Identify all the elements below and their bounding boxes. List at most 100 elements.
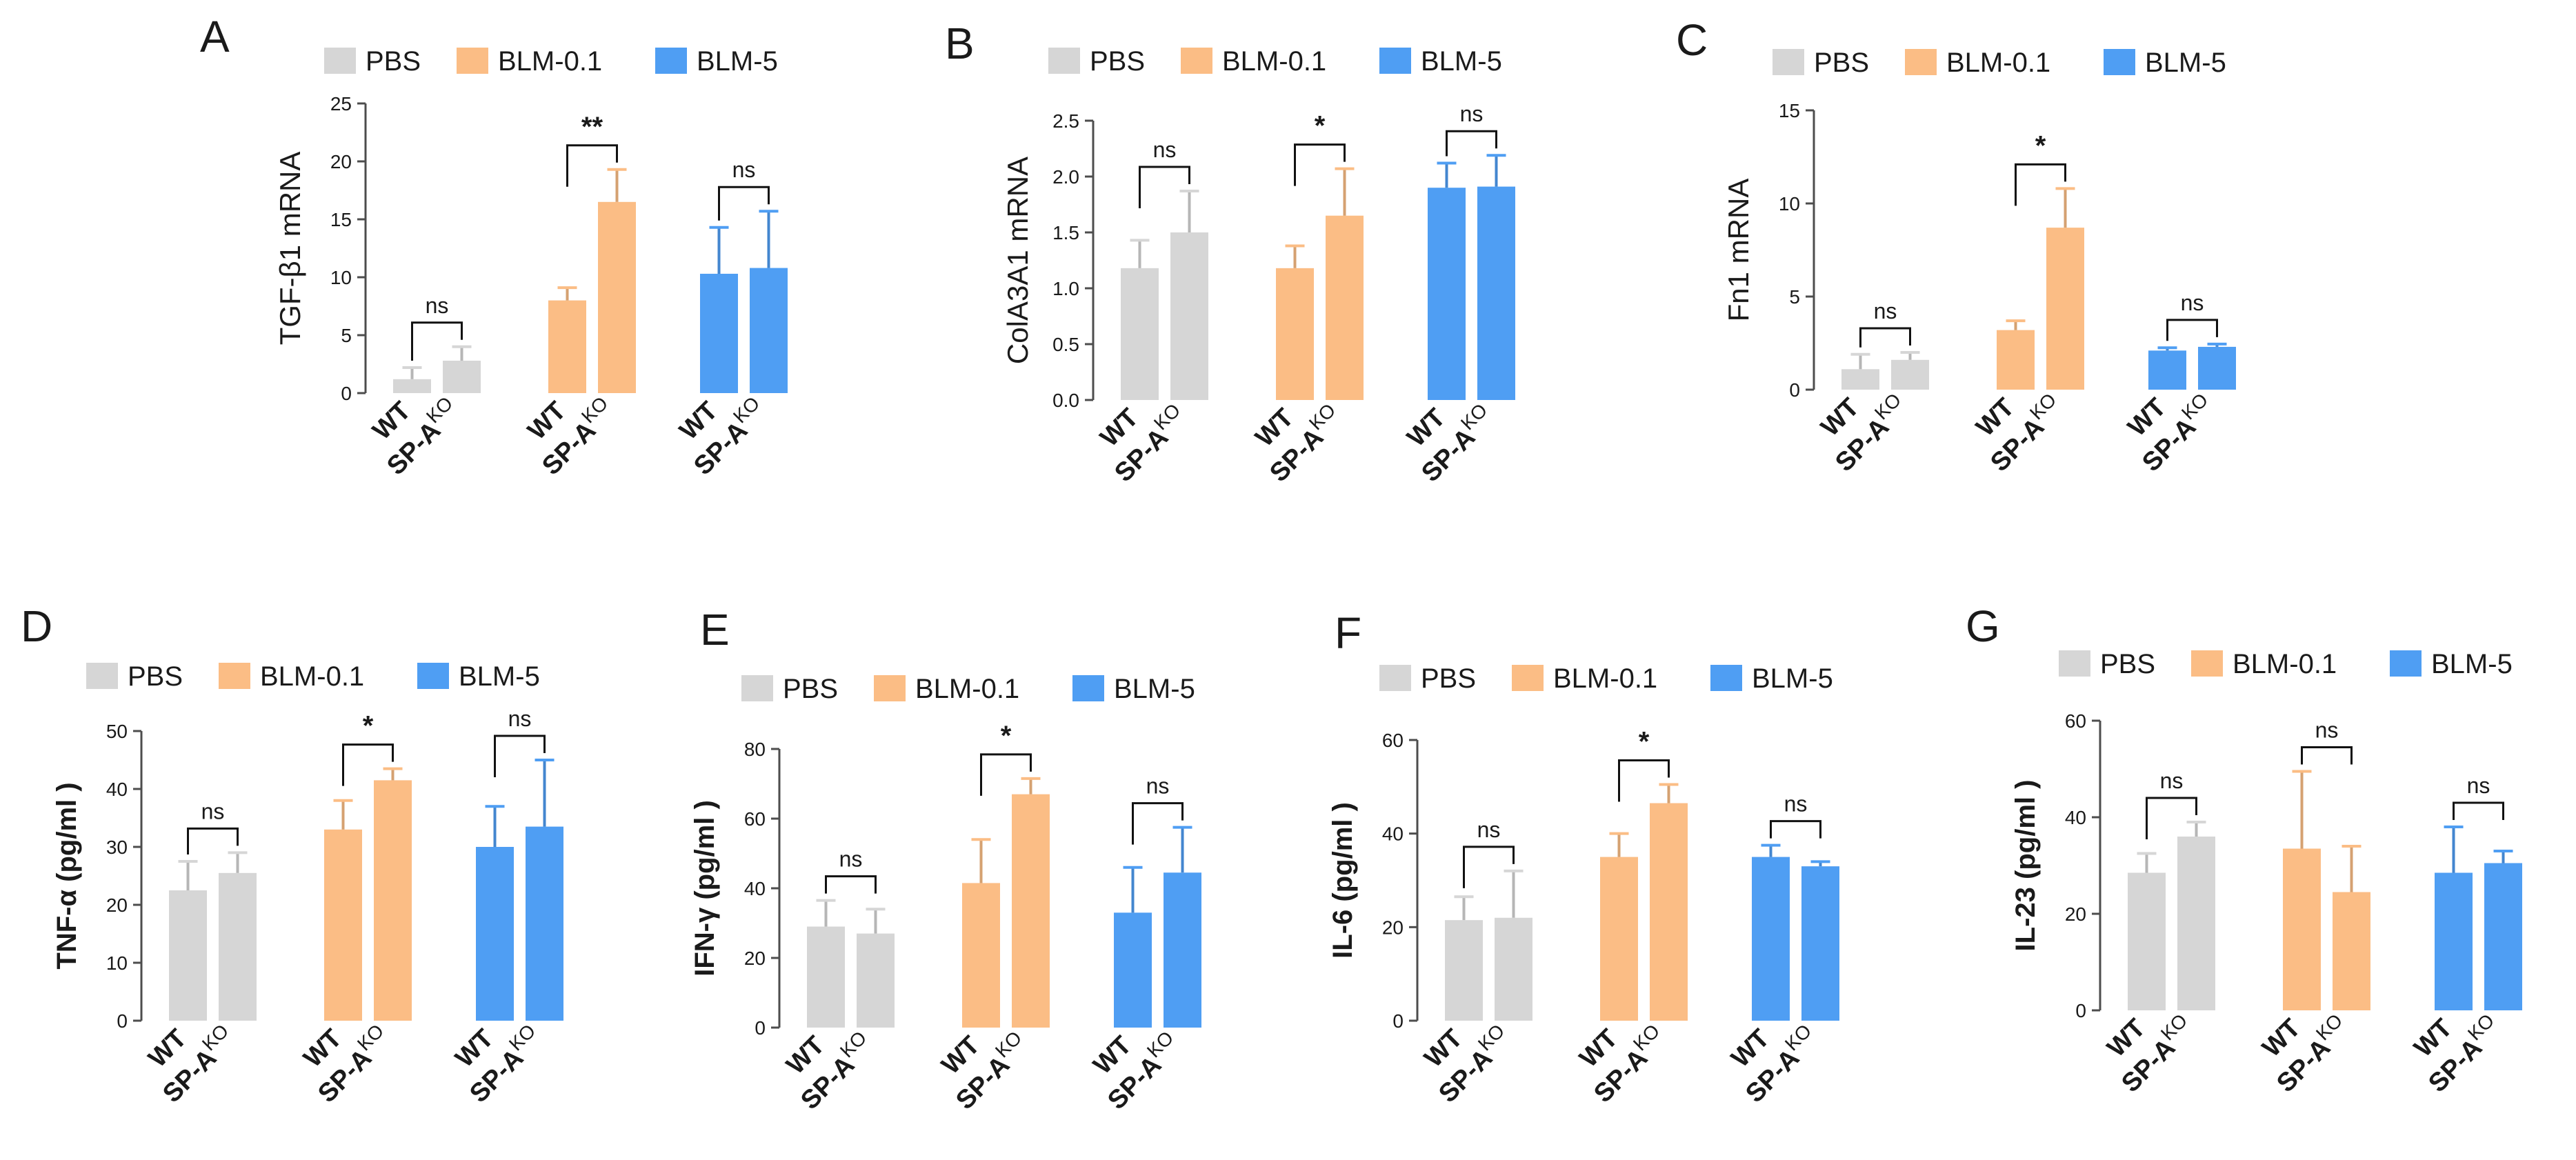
bar [598, 201, 636, 393]
significance-label: ns [426, 293, 449, 318]
y-tick-label: 0 [341, 383, 352, 404]
y-axis-label: Fn1 mRNA [1722, 179, 1755, 322]
panel-d: D PBS BLM-0.1 BLM-5 0 10 20 30 40 50 TNF-α (pg/ml … [21, 601, 563, 1108]
significance-bracket [825, 875, 877, 894]
significance-bracket [1463, 846, 1515, 888]
legend-label: PBS [2100, 649, 2155, 679]
legend-swatch-blm-0-1 [457, 48, 488, 74]
y-tick-label: 1.0 [1052, 278, 1079, 299]
y-axis-label: IL-6 (pg/ml ) [1328, 802, 1358, 959]
bar [2148, 350, 2186, 390]
y-tick-label: 80 [744, 739, 766, 760]
y-tick-label: 0.5 [1052, 334, 1079, 355]
significance-label: ns [2467, 773, 2490, 798]
y-tick-label: 0 [2075, 1000, 2086, 1021]
bar [1801, 866, 1839, 1021]
significance-label: ** [581, 112, 603, 142]
legend-swatch-blm-0-1 [2191, 650, 2223, 677]
y-tick-label: 60 [1382, 730, 1404, 751]
significance-label: * [2035, 130, 2046, 161]
significance-label: * [1001, 721, 1012, 751]
y-axis-label: TGF-β1 mRNA [274, 152, 306, 346]
panel-letter: A [200, 12, 230, 61]
legend-swatch-blm-0-1 [219, 663, 250, 689]
significance-label: ns [1146, 774, 1170, 799]
legend: PBS BLM-0.1 BLM-5 [1048, 46, 1502, 77]
legend-label: PBS [1421, 663, 1476, 694]
bar [548, 300, 586, 393]
bar [807, 926, 845, 1028]
legend-label: BLM-0.1 [1553, 663, 1657, 694]
significance-label: ns [1460, 101, 1484, 126]
bar [700, 273, 738, 393]
y-tick-label: 0 [755, 1017, 766, 1039]
significance-bracket [2146, 797, 2197, 839]
y-tick-label: 50 [106, 721, 128, 742]
y-tick-label: 10 [1779, 193, 1800, 214]
significance-bracket [342, 743, 394, 786]
y-tick-label: 40 [1382, 823, 1404, 845]
legend-label: BLM-5 [2431, 649, 2513, 679]
bar [443, 360, 481, 393]
bar [1477, 186, 1515, 400]
y-tick-label: 20 [1382, 917, 1404, 938]
significance-label: ns [2315, 718, 2339, 743]
legend-swatch-pbs [741, 675, 773, 701]
bar [2435, 872, 2473, 1010]
significance-bracket [1618, 759, 1670, 802]
significance-bracket [2301, 746, 2353, 765]
bar [857, 933, 895, 1028]
bar [1164, 872, 1201, 1028]
y-tick-label: 10 [106, 952, 128, 974]
legend-label: BLM-5 [2145, 48, 2226, 78]
panel-letter: D [21, 601, 52, 651]
significance-label: * [1315, 111, 1326, 141]
y-axis-label: ColA3A1 mRNA [1001, 157, 1034, 364]
significance-bracket [566, 144, 618, 187]
legend: PBS BLM-0.1 BLM-5 [741, 674, 1195, 704]
legend-swatch-blm-5 [417, 663, 449, 689]
significance-bracket [2453, 801, 2504, 820]
significance-bracket [2166, 319, 2218, 341]
significance-label: ns [1153, 137, 1177, 162]
significance-label: ns [1784, 792, 1808, 817]
significance-label: ns [508, 706, 532, 731]
legend-swatch-pbs [1773, 49, 1804, 75]
bar [1012, 794, 1050, 1028]
significance-bracket [1139, 166, 1190, 209]
y-tick-label: 60 [744, 808, 766, 830]
bar [2484, 863, 2522, 1010]
y-tick-label: 20 [2065, 903, 2086, 925]
y-axis-label: IL-23 (pg/ml ) [2010, 780, 2041, 952]
significance-bracket [1294, 143, 1346, 186]
legend-label: BLM-0.1 [915, 674, 1019, 704]
bar [1170, 232, 1208, 400]
legend: PBS BLM-0.1 BLM-5 [1773, 48, 2226, 78]
y-tick-label: 2.5 [1052, 110, 1079, 132]
bar [1276, 268, 1314, 400]
bar [1114, 912, 1152, 1028]
panel-letter: G [1966, 601, 2000, 651]
y-tick-label: 15 [330, 209, 352, 230]
y-tick-label: 0 [1789, 379, 1800, 401]
significance-bracket [1446, 130, 1497, 157]
y-tick-label: 1.5 [1052, 222, 1079, 243]
significance-label: ns [2160, 768, 2184, 793]
bar [526, 826, 563, 1021]
bar [1752, 857, 1790, 1021]
y-tick-label: 20 [744, 948, 766, 969]
bar [1600, 857, 1638, 1021]
significance-label: * [363, 711, 374, 741]
significance-label: ns [1874, 299, 1897, 323]
bar [169, 890, 207, 1021]
bar [374, 780, 412, 1021]
legend-swatch-pbs [2059, 650, 2090, 677]
legend-label: BLM-0.1 [1222, 46, 1326, 77]
legend-swatch-blm-0-1 [1181, 48, 1212, 74]
bar [476, 847, 514, 1021]
y-tick-label: 10 [330, 267, 352, 288]
